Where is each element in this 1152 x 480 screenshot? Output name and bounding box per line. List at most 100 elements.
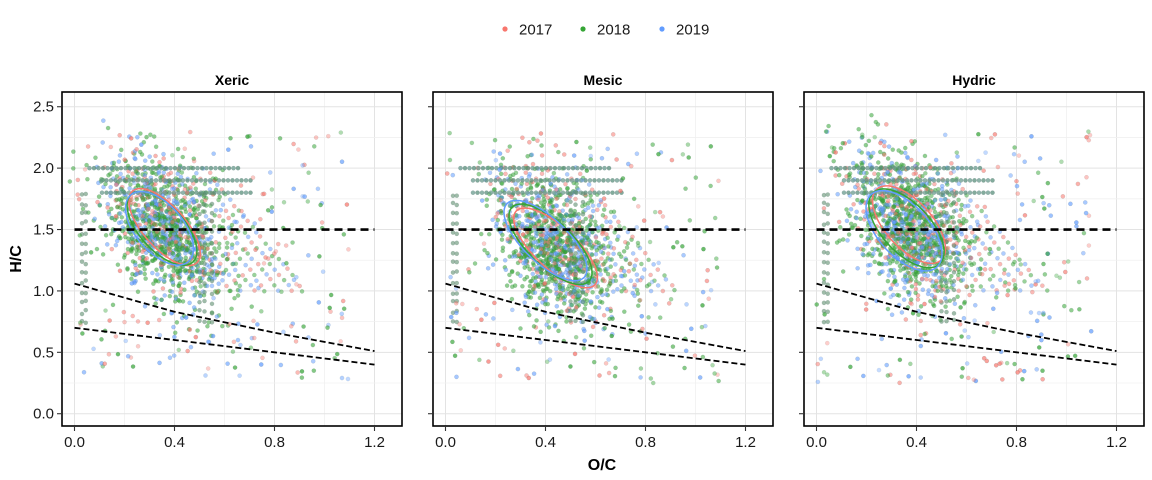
data-point xyxy=(521,254,527,260)
data-point xyxy=(1017,217,1023,223)
reference-lines xyxy=(445,228,746,366)
data-point xyxy=(537,295,543,301)
data-point xyxy=(941,223,947,228)
data-point xyxy=(638,366,644,371)
data-point xyxy=(532,248,537,254)
data-point xyxy=(174,320,180,325)
data-point xyxy=(535,138,540,143)
data-point xyxy=(163,240,169,246)
data-point xyxy=(212,246,217,251)
data-point xyxy=(258,216,263,222)
data-point xyxy=(595,294,600,300)
data-point xyxy=(905,154,910,160)
data-point xyxy=(936,178,941,183)
data-point xyxy=(166,182,172,187)
data-point xyxy=(209,218,215,224)
data-point xyxy=(544,322,549,328)
data-point xyxy=(602,245,607,251)
data-point xyxy=(979,208,984,214)
data-point xyxy=(821,230,827,235)
data-point xyxy=(79,202,85,207)
data-point xyxy=(226,147,231,152)
data-point xyxy=(226,225,232,230)
data-point xyxy=(229,245,235,251)
data-point xyxy=(856,148,862,154)
data-point xyxy=(233,235,238,240)
data-point xyxy=(637,245,643,251)
data-point xyxy=(535,282,541,287)
data-point xyxy=(908,361,913,367)
data-point xyxy=(140,213,145,219)
data-point xyxy=(614,157,619,162)
data-point xyxy=(590,289,595,295)
data-point xyxy=(197,299,202,305)
data-point xyxy=(991,306,996,312)
data-point xyxy=(553,286,559,292)
data-point xyxy=(129,246,135,251)
data-point xyxy=(171,178,177,183)
data-point xyxy=(554,196,559,201)
data-point xyxy=(934,246,939,251)
data-point xyxy=(1041,200,1046,206)
data-point xyxy=(648,272,653,278)
data-point xyxy=(929,193,934,199)
data-point xyxy=(509,186,515,192)
data-point xyxy=(981,355,987,361)
data-point xyxy=(825,231,831,237)
data-point xyxy=(885,169,890,175)
data-point xyxy=(621,249,627,254)
data-point xyxy=(243,277,248,283)
data-point xyxy=(683,186,688,191)
data-point xyxy=(851,165,857,171)
data-point xyxy=(589,187,595,193)
data-point xyxy=(541,202,547,208)
data-point xyxy=(878,140,883,146)
data-point xyxy=(1048,213,1054,218)
data-point xyxy=(610,190,615,195)
data-point xyxy=(176,190,181,195)
data-point xyxy=(949,190,955,195)
data-point xyxy=(638,375,643,380)
data-point xyxy=(603,361,609,366)
data-point xyxy=(949,161,954,166)
data-point xyxy=(896,293,902,298)
data-point xyxy=(250,175,256,180)
data-point xyxy=(949,336,954,342)
data-point xyxy=(831,158,836,164)
data-point xyxy=(981,168,986,173)
data-point xyxy=(593,165,598,171)
data-point xyxy=(147,185,153,191)
data-point xyxy=(450,250,456,256)
data-point xyxy=(179,181,185,187)
data-point xyxy=(507,144,513,149)
data-point xyxy=(174,256,180,262)
data-point xyxy=(1036,345,1042,350)
data-point xyxy=(319,220,325,225)
data-point xyxy=(848,364,853,370)
data-point xyxy=(951,311,957,316)
data-point xyxy=(126,178,132,183)
data-point xyxy=(134,271,140,276)
data-point xyxy=(671,244,676,250)
data-point xyxy=(1086,243,1092,248)
data-point xyxy=(515,366,521,372)
data-point xyxy=(1005,292,1010,298)
data-point xyxy=(663,277,669,282)
data-point xyxy=(137,263,143,269)
data-point xyxy=(573,189,578,195)
data-point xyxy=(132,180,137,186)
data-point xyxy=(235,293,241,298)
data-point xyxy=(338,130,344,135)
data-point xyxy=(230,261,235,267)
data-point xyxy=(576,220,582,226)
data-point xyxy=(179,170,185,175)
data-point xyxy=(310,358,316,364)
data-point xyxy=(209,190,215,196)
x-tick-label: 0.4 xyxy=(535,434,556,451)
data-point xyxy=(83,191,89,197)
data-point xyxy=(529,178,534,183)
data-point xyxy=(546,224,551,229)
data-point xyxy=(259,267,265,272)
data-point xyxy=(606,244,611,249)
data-point xyxy=(83,231,89,237)
